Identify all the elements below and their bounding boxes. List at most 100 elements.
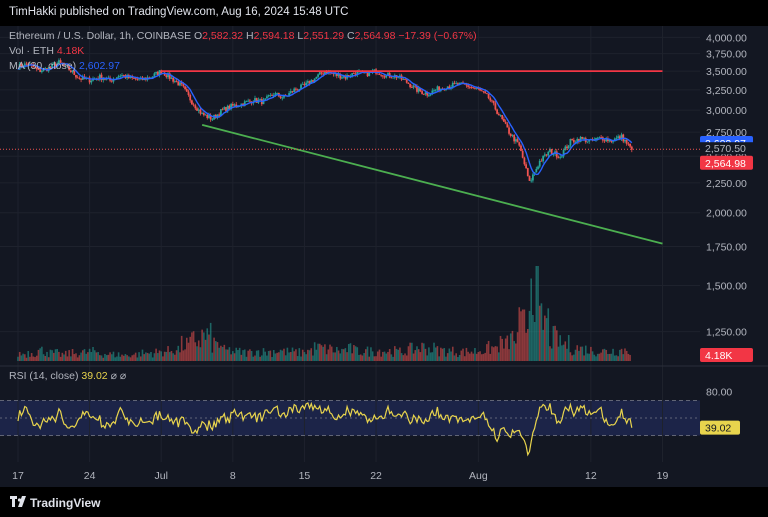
volume-bar [424,348,427,361]
candle-body [528,176,531,181]
volume-bar [562,344,565,361]
volume-bar [105,355,108,361]
volume-bar [51,350,53,361]
candle-body [196,108,198,111]
volume-bar [49,349,52,361]
volume-bar [552,326,555,361]
volume-bar [440,347,442,361]
volume-bar [322,346,324,361]
volume-bar [32,356,35,361]
volume-bar [545,318,548,361]
volume-bar [313,342,316,361]
volume-bar [581,346,584,361]
candle-body [271,94,273,96]
candle-body [129,76,132,79]
volume-bar [535,266,538,361]
candle-body [496,109,499,114]
candle-body [385,74,388,78]
volume-bar [402,355,405,361]
volume-bar [602,349,604,361]
candle-body [523,157,526,165]
volume-bar [194,342,197,361]
volume-bar [603,348,606,361]
candle-body [218,114,221,116]
candle-body [32,64,35,68]
candle-body [537,166,539,169]
volume-bar [458,355,461,361]
volume-bar [237,350,239,361]
candle-body [404,79,406,81]
candle-body [276,92,279,94]
volume-bar [380,356,382,361]
candle-body [90,80,93,83]
volume-bar [426,355,428,361]
volume-bar [128,356,130,361]
volume-bar [119,356,122,361]
candle-body [569,139,572,146]
volume-bar [242,350,244,361]
candle-body [497,113,500,116]
volume-bar [555,330,558,361]
candle-body [467,85,470,87]
ma-legend: MA (30, close) 2,602.97 [9,60,120,72]
volume-bar [455,353,457,361]
volume-bar [351,353,353,361]
volume-bar [281,350,284,361]
volume-bar [477,352,480,361]
candle-body [378,73,381,75]
candle-body [608,139,611,142]
volume-bar [75,353,77,361]
volume-bar [261,355,263,361]
volume-bar [370,347,372,361]
volume-bar [267,350,270,361]
candle-body [337,74,340,76]
volume-bar [276,352,278,361]
volume-bar [228,347,231,361]
candle-body [201,113,204,114]
candle-body [122,75,125,76]
volume-bar [411,342,413,361]
volume-bar [93,350,96,361]
time-tick-label: 24 [84,470,96,482]
candle-body [296,89,299,91]
volume-bar [126,355,128,361]
volume-bar [559,335,561,361]
volume-bar [564,341,567,361]
volume-bar [71,349,74,361]
candle-body [485,93,488,94]
volume-bar [346,352,348,361]
volume-bar [41,346,43,361]
volume-bar [506,335,509,361]
volume-bar [160,351,163,361]
volume-bar [117,352,120,361]
volume-bar [145,352,147,361]
volume-bar [482,353,485,361]
volume-bar [61,352,64,361]
candle-body [172,77,175,82]
time-tick-label: 22 [370,470,382,482]
candle-body [49,67,52,69]
volume-bar [339,353,342,361]
volume-bar [525,332,527,361]
candle-body [475,87,478,89]
volume-bar [136,357,139,361]
volume-bar [293,351,296,361]
candle-body [20,63,23,68]
candle-body [274,93,277,96]
candle-body [76,77,79,79]
candle-body [492,100,495,104]
volume-bar [211,352,214,361]
candle-body [352,73,355,74]
candle-body [470,87,473,88]
candle-body [289,91,292,94]
volume-bar [97,351,99,361]
candle-body [572,139,575,143]
volume-bar [92,346,94,361]
volume-bar [68,350,70,361]
volume-bar [451,346,454,361]
volume-bar [366,346,369,361]
price-chart[interactable]: 4,000.00 3,750.00 3,500.00 3,250.00 3,000.00… [0,0,768,487]
eye-off-icon[interactable]: ⌀ ⌀ [110,370,127,382]
volume-bar [37,349,40,361]
candle-body [279,96,282,98]
